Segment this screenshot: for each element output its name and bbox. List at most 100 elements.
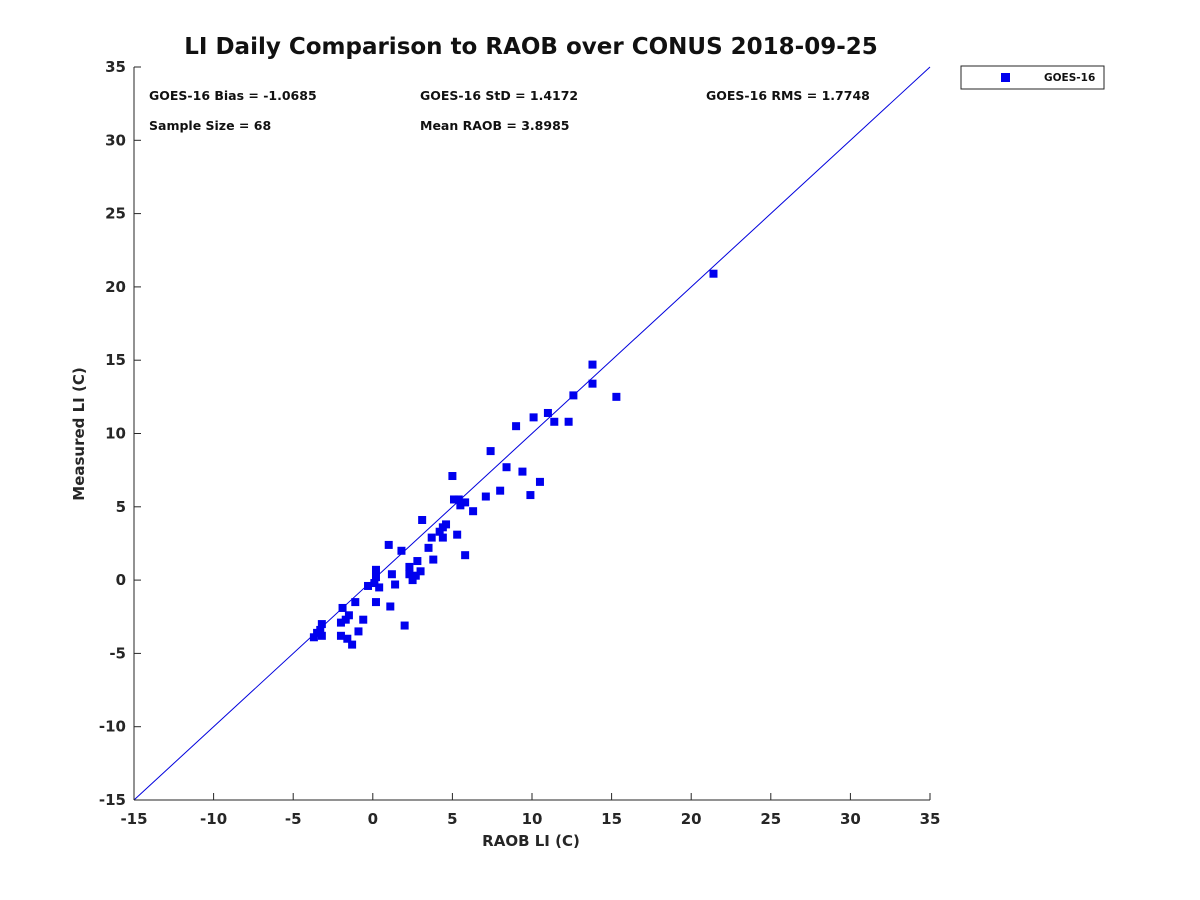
data-point (418, 515, 427, 524)
legend-box (960, 65, 1105, 90)
data-point (387, 570, 396, 579)
data-point (317, 631, 326, 640)
data-point (424, 543, 433, 552)
data-point (438, 533, 447, 542)
x-tick-label: -15 (120, 810, 147, 828)
data-point (535, 477, 544, 486)
data-point (351, 598, 360, 607)
data-point (588, 379, 597, 388)
data-point (371, 573, 380, 582)
data-point (397, 546, 406, 555)
data-point (341, 615, 350, 624)
data-point (338, 603, 347, 612)
mean-raob-annotation: Mean RAOB = 3.8985 (420, 118, 569, 133)
data-point (384, 540, 393, 549)
data-point (550, 417, 559, 426)
data-point (370, 579, 379, 588)
data-point (454, 495, 463, 504)
data-points-layer (309, 269, 718, 649)
data-point (529, 413, 538, 422)
data-point (449, 495, 458, 504)
y-tick-label: 10 (105, 425, 126, 443)
y-tick-label: 35 (105, 58, 126, 76)
x-tick-label: 25 (760, 810, 781, 828)
y-tick-label: 5 (116, 498, 126, 516)
data-point (371, 598, 380, 607)
one-to-one-line (133, 66, 931, 801)
data-point (564, 417, 573, 426)
x-axis-label: RAOB LI (C) (482, 832, 580, 850)
std-annotation: GOES-16 StD = 1.4172 (420, 88, 578, 103)
data-point (364, 581, 373, 590)
data-point (496, 486, 505, 495)
data-point (461, 498, 470, 507)
data-point (518, 467, 527, 476)
rms-annotation: GOES-16 RMS = 1.7748 (706, 88, 870, 103)
y-tick-label: 25 (105, 205, 126, 223)
statistics-annotations: GOES-16 Bias = -1.0685 GOES-16 StD = 1.4… (149, 88, 870, 133)
data-point (313, 628, 322, 637)
data-point (448, 472, 457, 481)
data-point (408, 576, 417, 585)
x-tick-label: -10 (200, 810, 227, 828)
y-tick-label: -15 (99, 791, 126, 809)
y-tick-label: 30 (105, 131, 126, 149)
data-point (438, 523, 447, 532)
data-point (435, 527, 444, 536)
data-point (371, 565, 380, 574)
legend-label-goes-16: GOES-16 (1044, 72, 1095, 84)
y-axis-ticks: -15 -10 -5 0 5 10 15 20 25 30 35 (99, 58, 141, 809)
x-axis-ticks: -15 -10 -5 0 5 10 15 20 25 30 35 (120, 793, 940, 828)
data-point (486, 447, 495, 456)
y-tick-label: 20 (105, 278, 126, 296)
data-point (456, 501, 465, 510)
data-point (569, 391, 578, 400)
data-point (709, 269, 718, 278)
data-point (416, 567, 425, 576)
data-point (336, 631, 345, 640)
x-tick-label: 35 (920, 810, 941, 828)
data-point (453, 530, 462, 539)
data-point (309, 633, 318, 642)
sample-size-annotation: Sample Size = 68 (149, 118, 271, 133)
data-point (543, 408, 552, 417)
data-point (502, 463, 511, 472)
data-point (411, 571, 420, 580)
y-tick-label: -10 (99, 718, 126, 736)
x-tick-label: 10 (522, 810, 543, 828)
data-point (469, 507, 478, 516)
data-point (344, 611, 353, 620)
data-point (386, 602, 395, 611)
data-point (588, 360, 597, 369)
legend-marker-goes-16 (1001, 73, 1010, 82)
data-point (343, 634, 352, 643)
x-tick-label: 0 (368, 810, 378, 828)
data-point (429, 555, 438, 564)
reference-line-layer (133, 66, 931, 801)
y-tick-label: 0 (116, 571, 126, 589)
chart-title: LI Daily Comparison to RAOB over CONUS 2… (184, 34, 878, 60)
y-tick-label: 15 (105, 351, 126, 369)
data-point (413, 557, 422, 566)
x-tick-label: -5 (285, 810, 302, 828)
y-tick-label: -5 (109, 644, 126, 662)
data-point (354, 627, 363, 636)
data-point (348, 640, 357, 649)
x-tick-label: 20 (681, 810, 702, 828)
x-tick-label: 15 (601, 810, 622, 828)
data-point (359, 615, 368, 624)
data-point (461, 551, 470, 560)
data-point (317, 620, 326, 629)
data-point (526, 491, 535, 500)
y-axis-label: Measured LI (C) (70, 367, 88, 500)
x-tick-label: 5 (447, 810, 457, 828)
data-point (427, 533, 436, 542)
data-point (405, 562, 414, 571)
x-tick-label: 30 (840, 810, 861, 828)
data-point (612, 392, 621, 401)
data-point (512, 422, 521, 431)
data-point (405, 570, 414, 579)
legend: GOES-16 (960, 65, 1105, 90)
data-point (391, 580, 400, 589)
